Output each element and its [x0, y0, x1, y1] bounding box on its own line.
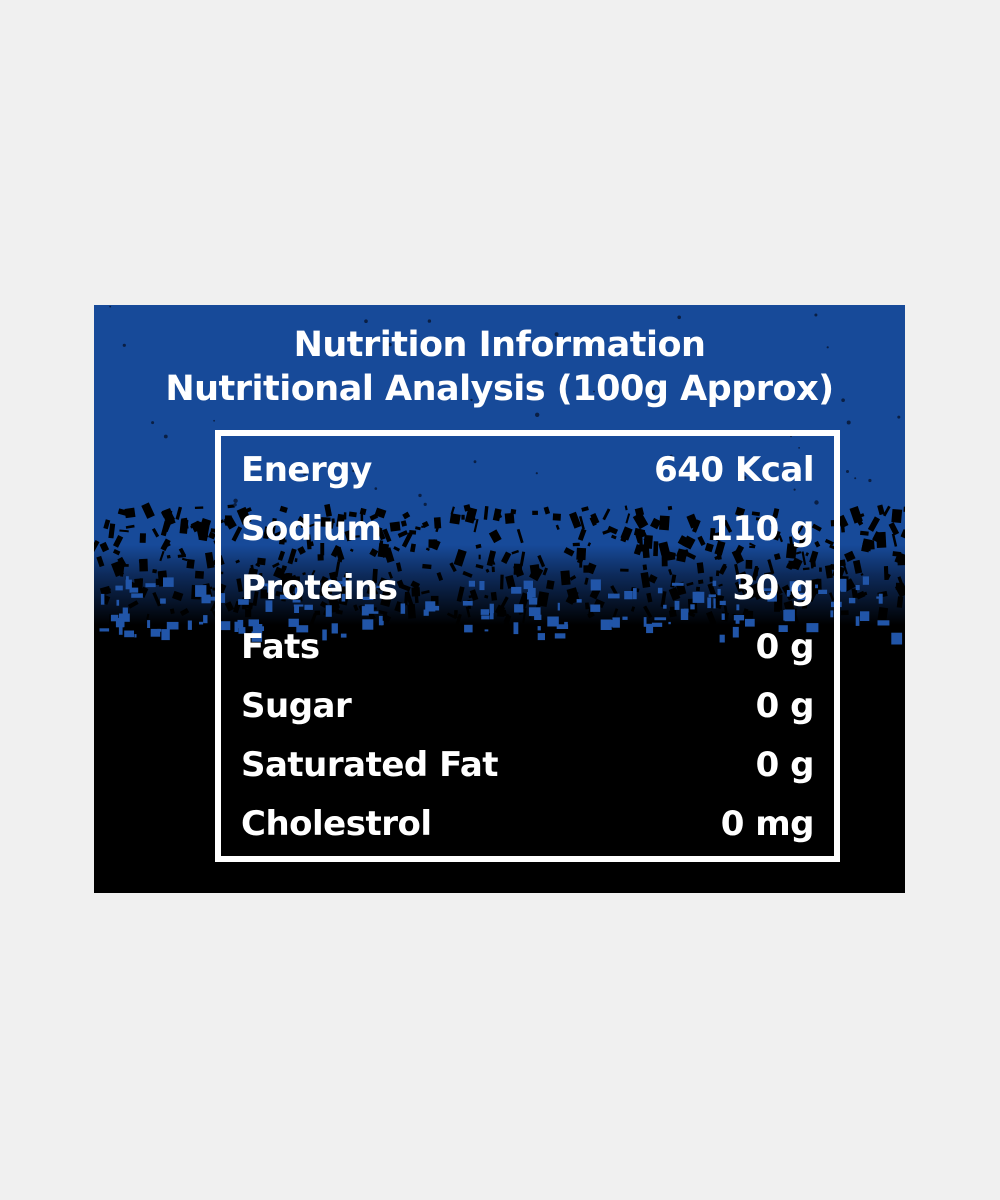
nutrient-value: 640 Kcal: [654, 450, 814, 490]
nutrient-value: 0 g: [755, 686, 815, 726]
nutrient-value: 0 g: [755, 627, 815, 667]
nutrient-name: Saturated Fat: [241, 745, 499, 785]
nutrition-row: Fats 0 g: [241, 619, 815, 675]
nutrient-value: 0 mg: [720, 804, 815, 844]
nutrition-row: Proteins 30 g: [241, 560, 814, 616]
nutrition-row: Cholestrol 0 mg: [241, 796, 815, 852]
nutrition-row: Saturated Fat 0 g: [241, 737, 815, 793]
nutrient-value: 30 g: [732, 568, 815, 608]
label-title: Nutrition Information: [293, 325, 706, 365]
nutrient-value: 110 g: [709, 509, 814, 549]
nutrition-label-panel: Nutrition Information Nutritional Analys…: [94, 305, 905, 893]
nutrient-name: Cholestrol: [241, 804, 432, 844]
nutrient-name: Energy: [241, 450, 372, 490]
label-subtitle: Nutritional Analysis (100g Approx): [165, 369, 834, 409]
nutrition-row: Sugar 0 g: [241, 678, 815, 734]
nutrition-table: Energy 640 Kcal Sodium 110 g Proteins 30 g Fat…: [215, 430, 840, 862]
nutrient-name: Sugar: [241, 686, 352, 726]
nutrition-row: Energy 640 Kcal: [241, 442, 814, 498]
nutrient-name: Fats: [241, 627, 320, 667]
splatter-texture: [94, 305, 905, 645]
nutrient-value: 0 g: [755, 745, 815, 785]
nutrition-row: Sodium 110 g: [241, 501, 814, 557]
nutrient-name: Sodium: [241, 509, 382, 549]
nutrient-name: Proteins: [241, 568, 398, 608]
